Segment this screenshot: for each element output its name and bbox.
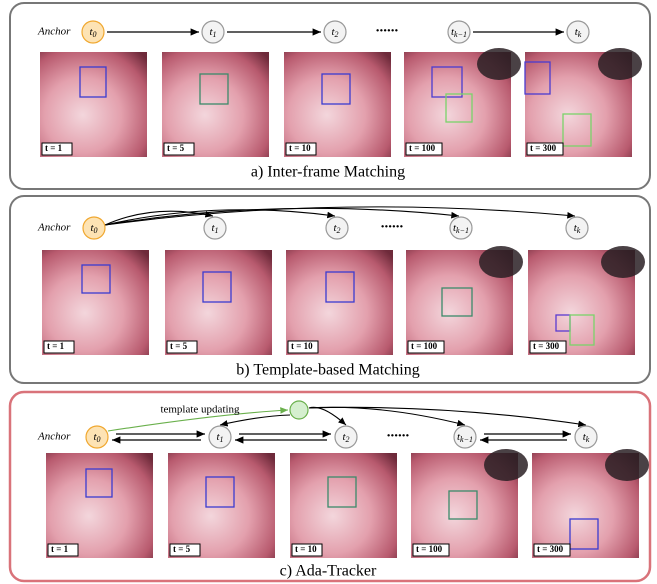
frame-label: t = 300 bbox=[533, 341, 560, 351]
node-subscript: 2 bbox=[346, 435, 350, 444]
anchor-label: Anchor bbox=[37, 222, 71, 234]
node-subscript: 2 bbox=[337, 226, 341, 235]
frame-shadow bbox=[477, 48, 521, 80]
node-subscript: 1 bbox=[213, 30, 217, 39]
node-subscript: 0 bbox=[94, 226, 98, 235]
frame-shadow bbox=[484, 449, 528, 481]
frame-label: t = 1 bbox=[51, 544, 69, 554]
panel-caption: b) Template-based Matching bbox=[236, 362, 419, 379]
node-subscript: 0 bbox=[93, 30, 97, 39]
template-label: template updating bbox=[160, 404, 240, 416]
frame-shadow bbox=[601, 246, 645, 278]
frame-shadow bbox=[605, 449, 649, 481]
arrow bbox=[309, 407, 586, 425]
node-subscript: 1 bbox=[215, 226, 219, 235]
frame-label: t = 5 bbox=[170, 341, 188, 351]
frame-image bbox=[42, 250, 149, 355]
node-subscript: k bbox=[578, 30, 582, 39]
panel-caption: a) Inter-frame Matching bbox=[251, 164, 405, 181]
figure: Anchort0t1t2tk−1tk......t = 1t = 5t = 10… bbox=[0, 0, 657, 584]
frame-label: t = 10 bbox=[295, 544, 317, 554]
frame-shadow bbox=[479, 246, 523, 278]
ellipsis: ...... bbox=[387, 424, 410, 440]
frame-image bbox=[40, 52, 147, 157]
node-subscript: 0 bbox=[97, 435, 101, 444]
anchor-label: Anchor bbox=[37, 431, 71, 443]
frame-label: t = 1 bbox=[45, 143, 63, 153]
node-subscript: 2 bbox=[335, 30, 339, 39]
node-subscript: k−1 bbox=[454, 30, 467, 39]
frame-label: t = 5 bbox=[173, 544, 191, 554]
node-subscript: k bbox=[577, 226, 581, 235]
frame-label: t = 100 bbox=[409, 143, 436, 153]
frame-label: t = 300 bbox=[530, 143, 557, 153]
arrow bbox=[309, 407, 346, 425]
ellipsis: ...... bbox=[376, 19, 399, 35]
anchor-label: Anchor bbox=[37, 26, 71, 38]
frame-label: t = 1 bbox=[47, 341, 65, 351]
frame-label: t = 5 bbox=[167, 143, 185, 153]
frame-label: t = 100 bbox=[411, 341, 438, 351]
frame-image bbox=[168, 453, 275, 558]
frame-label: t = 10 bbox=[291, 341, 313, 351]
frame-label: t = 100 bbox=[416, 544, 443, 554]
node-subscript: k bbox=[586, 435, 590, 444]
node-subscript: k−1 bbox=[456, 226, 469, 235]
frame-image bbox=[290, 453, 397, 558]
frame-label: t = 300 bbox=[537, 544, 564, 554]
ellipsis: ...... bbox=[381, 215, 404, 231]
frame-label: t = 10 bbox=[289, 143, 311, 153]
arrow bbox=[220, 415, 290, 425]
node-subscript: k−1 bbox=[460, 435, 473, 444]
frame-shadow bbox=[598, 48, 642, 80]
panel-caption: c) Ada-Tracker bbox=[280, 563, 377, 580]
template-node bbox=[290, 401, 308, 419]
node-subscript: 1 bbox=[220, 435, 224, 444]
